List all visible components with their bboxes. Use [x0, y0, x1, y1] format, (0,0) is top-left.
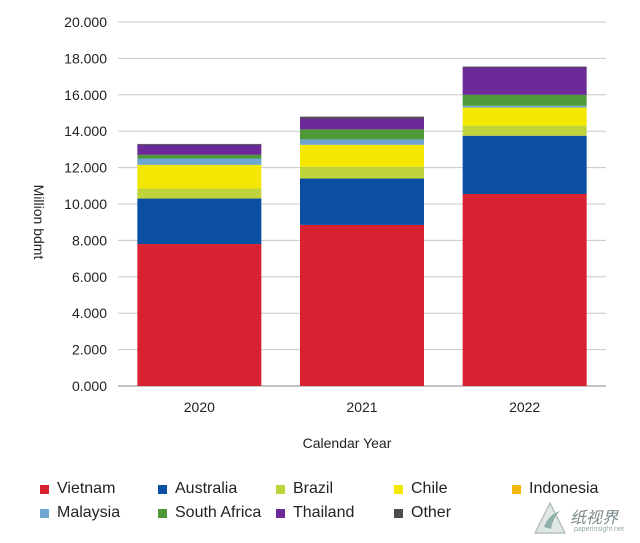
legend-label: Thailand	[293, 504, 355, 521]
legend-label: South Africa	[175, 504, 262, 521]
bar-segment-australia	[300, 178, 424, 225]
legend-item: Brazil	[276, 480, 394, 498]
legend-swatch	[158, 508, 167, 518]
y-tick-label: 16.000	[64, 87, 107, 103]
x-tick-label: 2020	[184, 399, 215, 415]
y-tick-label: 10.000	[64, 196, 107, 212]
y-tick-label: 14.000	[64, 123, 107, 139]
bar-segment-chile	[300, 144, 424, 167]
bar-segment-brazil	[462, 125, 587, 136]
legend-swatch	[40, 484, 49, 494]
y-tick-label: 20.000	[64, 14, 107, 30]
bar-segment-malaysia	[137, 158, 262, 165]
legend: Vietnam Australia Brazil Chile Indonesia Mala…	[40, 480, 620, 522]
legend-label: Brazil	[293, 480, 334, 497]
y-tick-label: 12.000	[64, 160, 107, 176]
bar-segment-south-africa	[137, 154, 262, 159]
legend-label: Vietnam	[57, 480, 116, 497]
y-tick-label: 6.000	[72, 269, 107, 285]
bar-segment-vietnam	[300, 224, 424, 386]
legend-label: Indonesia	[529, 480, 599, 497]
y-tick-label: 4.000	[72, 305, 107, 321]
bar-segment-other	[137, 143, 262, 145]
x-axis-title: Calendar Year	[303, 435, 392, 451]
legend-swatch	[40, 508, 49, 518]
bar-segment-australia	[462, 135, 587, 194]
tick-labels: 0.000 2.000 4.000 6.000 8.000 10.000 12.000 14.…	[64, 14, 540, 415]
bar-segment-south-africa	[300, 129, 424, 140]
legend-swatch	[276, 508, 285, 518]
bar-segment-vietnam	[137, 244, 262, 386]
bar-segment-vietnam	[462, 193, 587, 386]
y-tick-label: 8.000	[72, 232, 107, 248]
legend-item: Other	[394, 504, 512, 522]
watermark: 纸视界 paperinsight.net	[530, 500, 638, 538]
legend-swatch	[276, 484, 285, 494]
bar-segment-malaysia	[462, 105, 587, 108]
bar-segment-brazil	[300, 166, 424, 179]
legend-item: Thailand	[276, 504, 394, 522]
bar-segment-thailand	[462, 67, 587, 95]
bar-segment-south-africa	[462, 94, 587, 106]
y-tick-label: 2.000	[72, 342, 107, 358]
y-axis-title: Million bdmt	[31, 185, 47, 260]
y-tick-label: 0.000	[72, 378, 107, 394]
bar-segment-australia	[137, 198, 262, 245]
bar-segment-thailand	[137, 144, 262, 155]
watermark-logo-icon	[534, 501, 566, 534]
legend-label: Australia	[175, 480, 238, 497]
bar-segment-chile	[137, 164, 262, 189]
bars	[137, 66, 587, 386]
legend-item: Chile	[394, 480, 512, 498]
legend-label: Chile	[411, 480, 448, 497]
legend-swatch	[394, 484, 403, 494]
watermark-text: 纸视界	[570, 508, 619, 527]
legend-item: Australia	[158, 480, 276, 498]
bar-segment-brazil	[137, 188, 262, 199]
bar-segment-other	[462, 66, 587, 68]
stacked-bar-chart: 0.000 2.000 4.000 6.000 8.000 10.000 12.000 14.…	[31, 14, 606, 451]
x-tick-label: 2021	[346, 399, 377, 415]
legend-item: Malaysia	[40, 504, 158, 522]
bar-segment-malaysia	[300, 139, 424, 145]
legend-item: South Africa	[158, 504, 276, 522]
watermark-url: paperinsight.net	[574, 526, 624, 533]
bar-segment-other	[300, 116, 424, 119]
x-tick-label: 2022	[509, 399, 540, 415]
bar-segment-chile	[462, 107, 587, 126]
bar-segment-thailand	[300, 118, 424, 130]
legend-item: Vietnam	[40, 480, 158, 498]
y-tick-label: 18.000	[64, 50, 107, 66]
legend-swatch	[394, 508, 403, 518]
legend-item: Indonesia	[512, 480, 620, 498]
legend-label: Malaysia	[57, 504, 121, 521]
legend-label: Other	[411, 504, 452, 521]
legend-swatch	[512, 484, 521, 494]
legend-swatch	[158, 484, 167, 494]
